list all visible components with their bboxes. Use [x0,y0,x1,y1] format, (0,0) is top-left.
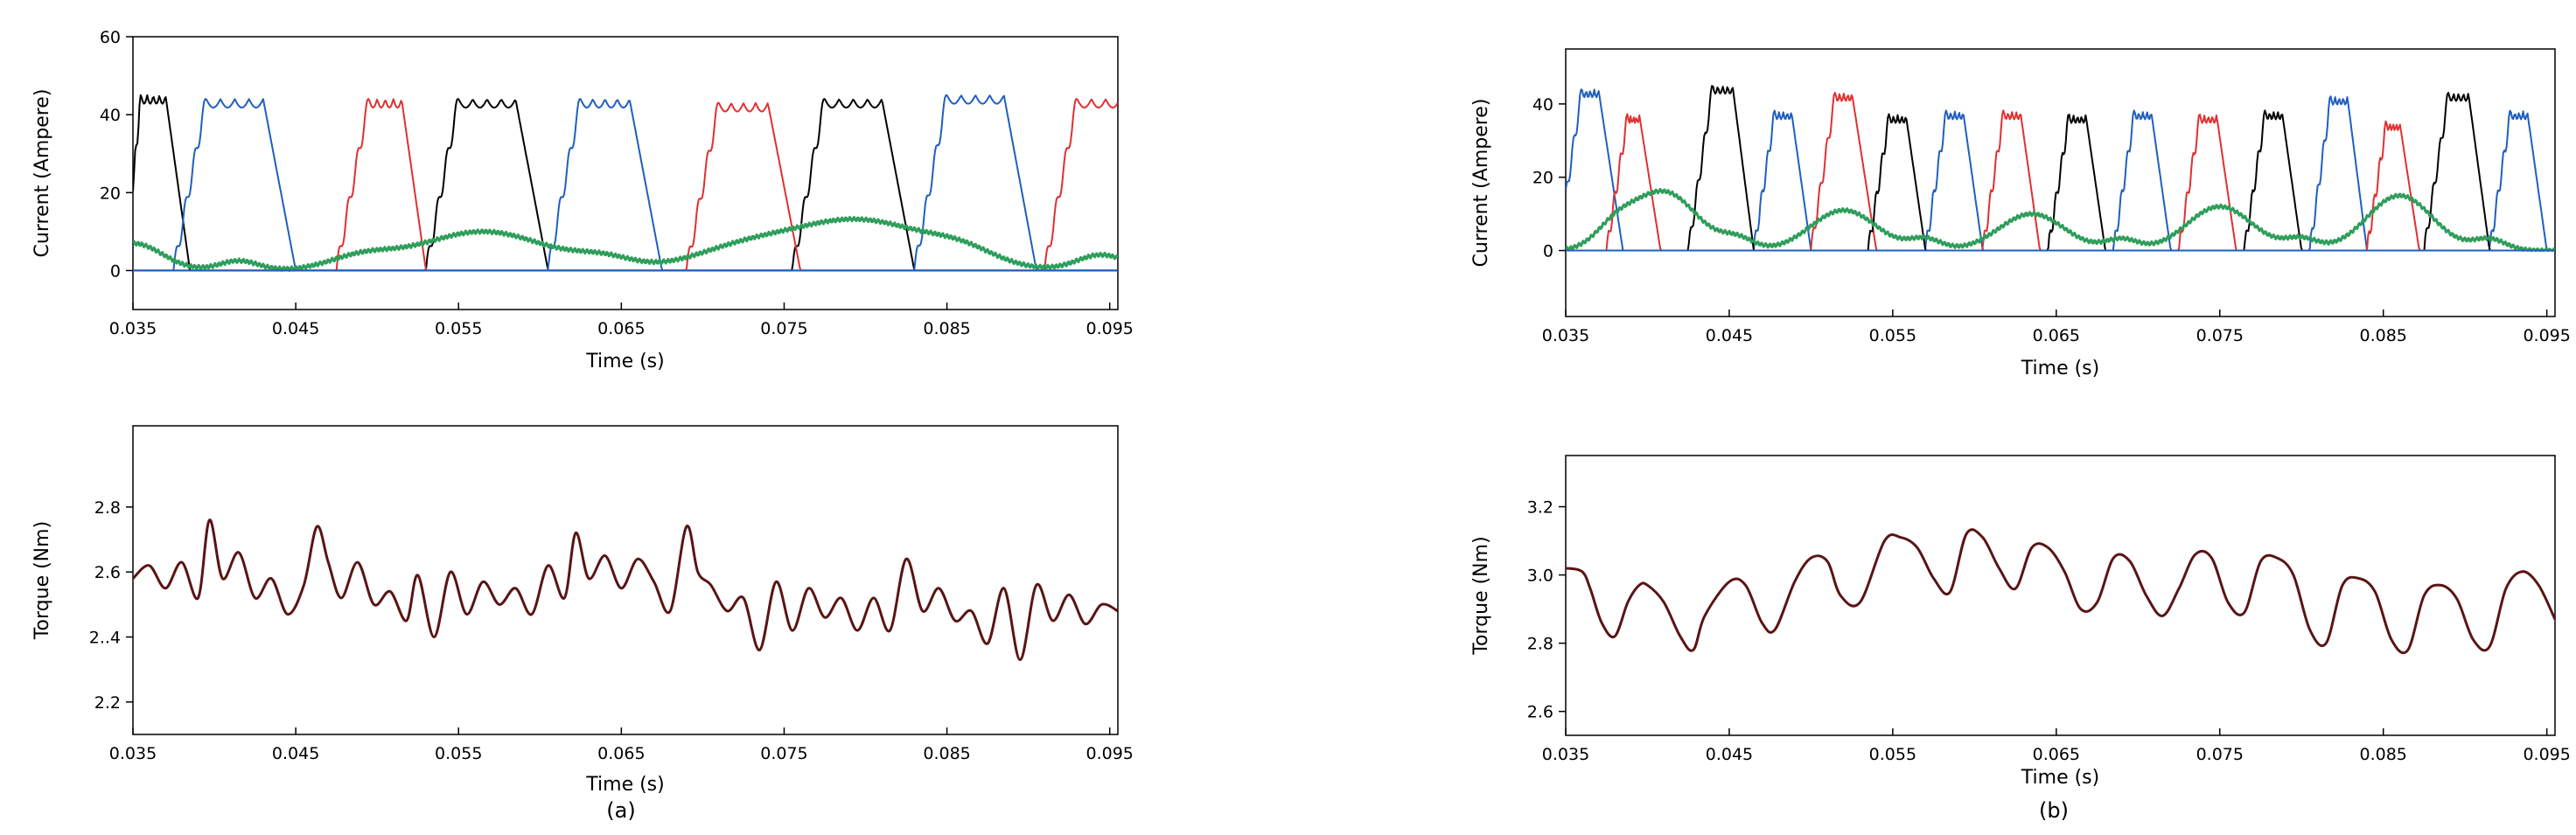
y-axis-label: Torque (Nm) [31,521,53,640]
x-axis-label: Time (s) [2021,358,2099,379]
plot-area [1566,85,2555,252]
x-tick-label: 0.035 [109,744,157,763]
x-tick-label: 0.065 [2033,326,2080,345]
x-tick-label: 0.095 [2523,745,2570,764]
x-tick-label: 0.065 [2033,745,2080,764]
series-line-green [133,215,1118,272]
y-axis-label: Current (Ampere) [1470,99,1492,268]
y-tick-label: 0 [110,261,121,281]
x-tick-label: 0.065 [597,319,645,338]
x-tick-label: 0.055 [1869,745,1916,764]
chart-a-torque: 0.035 0.045 0.055 0.065 0.075 0.085 0.095 2.2 2.… [31,425,1134,796]
x-tick-label: 0.075 [760,744,807,763]
y-tick-label: 0 [1543,242,1553,261]
x-tick-label: 0.055 [1869,326,1916,345]
plot-frame [132,36,1119,310]
x-tick-label: 0.095 [2523,326,2570,345]
x-tick-label: 0.035 [1542,326,1589,345]
plot-frame [132,425,1119,735]
x-tick-label: 0.085 [2360,326,2407,345]
chart-a-current: 0.035 0.045 0.055 0.065 0.075 0.085 0.095 0 20 40… [31,28,1134,372]
y-tick-label: 2.8 [1527,635,1553,654]
x-tick-label: 0.085 [2360,745,2407,764]
y-tick-label: 2.6 [1527,703,1553,722]
y-tick-label: 3.0 [1527,567,1553,586]
y-tick-label: 20 [100,184,121,203]
y-tick-label: 3.2 [1527,498,1553,518]
series-line-torque [133,518,1118,662]
caption-b: (b) [2039,798,2069,823]
y-axis-label: Current (Ampere) [31,89,53,258]
y-tick-label: 40 [1532,95,1553,115]
x-tick-label: 0.095 [1086,744,1133,763]
panels: 0.035 0.045 0.055 0.065 0.075 0.085 0.095 0 20 40… [31,28,2571,796]
x-tick-label: 0.075 [2196,745,2244,764]
x-tick-label: 0.055 [435,319,482,338]
y-axis-label: Torque (Nm) [1470,536,1492,655]
y-tick-label: 2..4 [89,629,121,648]
x-tick-label: 0.045 [1706,745,1753,764]
y-tick-label: 20 [1532,169,1553,188]
y-tick-label: 2.6 [94,563,121,582]
x-axis-label: Time (s) [585,774,664,796]
y-tick-label: 40 [100,106,121,125]
x-tick-label: 0.085 [923,744,970,763]
x-axis-label: Time (s) [585,351,664,372]
x-tick-label: 0.045 [272,319,319,338]
x-tick-label: 0.075 [2196,326,2244,345]
plot-area [133,518,1118,662]
y-tick-label: 60 [100,28,121,47]
x-tick-label: 0.075 [760,319,807,338]
plot-frame [1565,455,2556,736]
x-tick-label: 0.035 [1542,745,1589,764]
x-tick-label: 0.035 [109,319,157,338]
series-line-torque [1566,528,2555,655]
x-tick-label: 0.095 [1086,319,1133,338]
plot-area [133,94,1118,272]
y-tick-label: 2.8 [94,498,121,518]
chart-b-torque: 0.035 0.045 0.055 0.065 0.075 0.085 0.095 2.6 2.… [1470,455,2571,789]
plot-area [1566,528,2555,655]
chart-b-current: 0.035 0.045 0.055 0.065 0.075 0.085 0.095 0 20 40… [1470,48,2571,379]
plot-frame [1565,48,2556,317]
y-tick-label: 2.2 [94,693,121,713]
x-tick-label: 0.065 [597,744,645,763]
x-tick-label: 0.045 [272,744,319,763]
caption-a: (a) [606,798,635,823]
x-tick-label: 0.085 [923,319,970,338]
x-axis-label: Time (s) [2021,767,2099,789]
x-tick-label: 0.045 [1706,326,1753,345]
x-tick-label: 0.055 [435,744,482,763]
series-line-green [1566,187,2555,252]
